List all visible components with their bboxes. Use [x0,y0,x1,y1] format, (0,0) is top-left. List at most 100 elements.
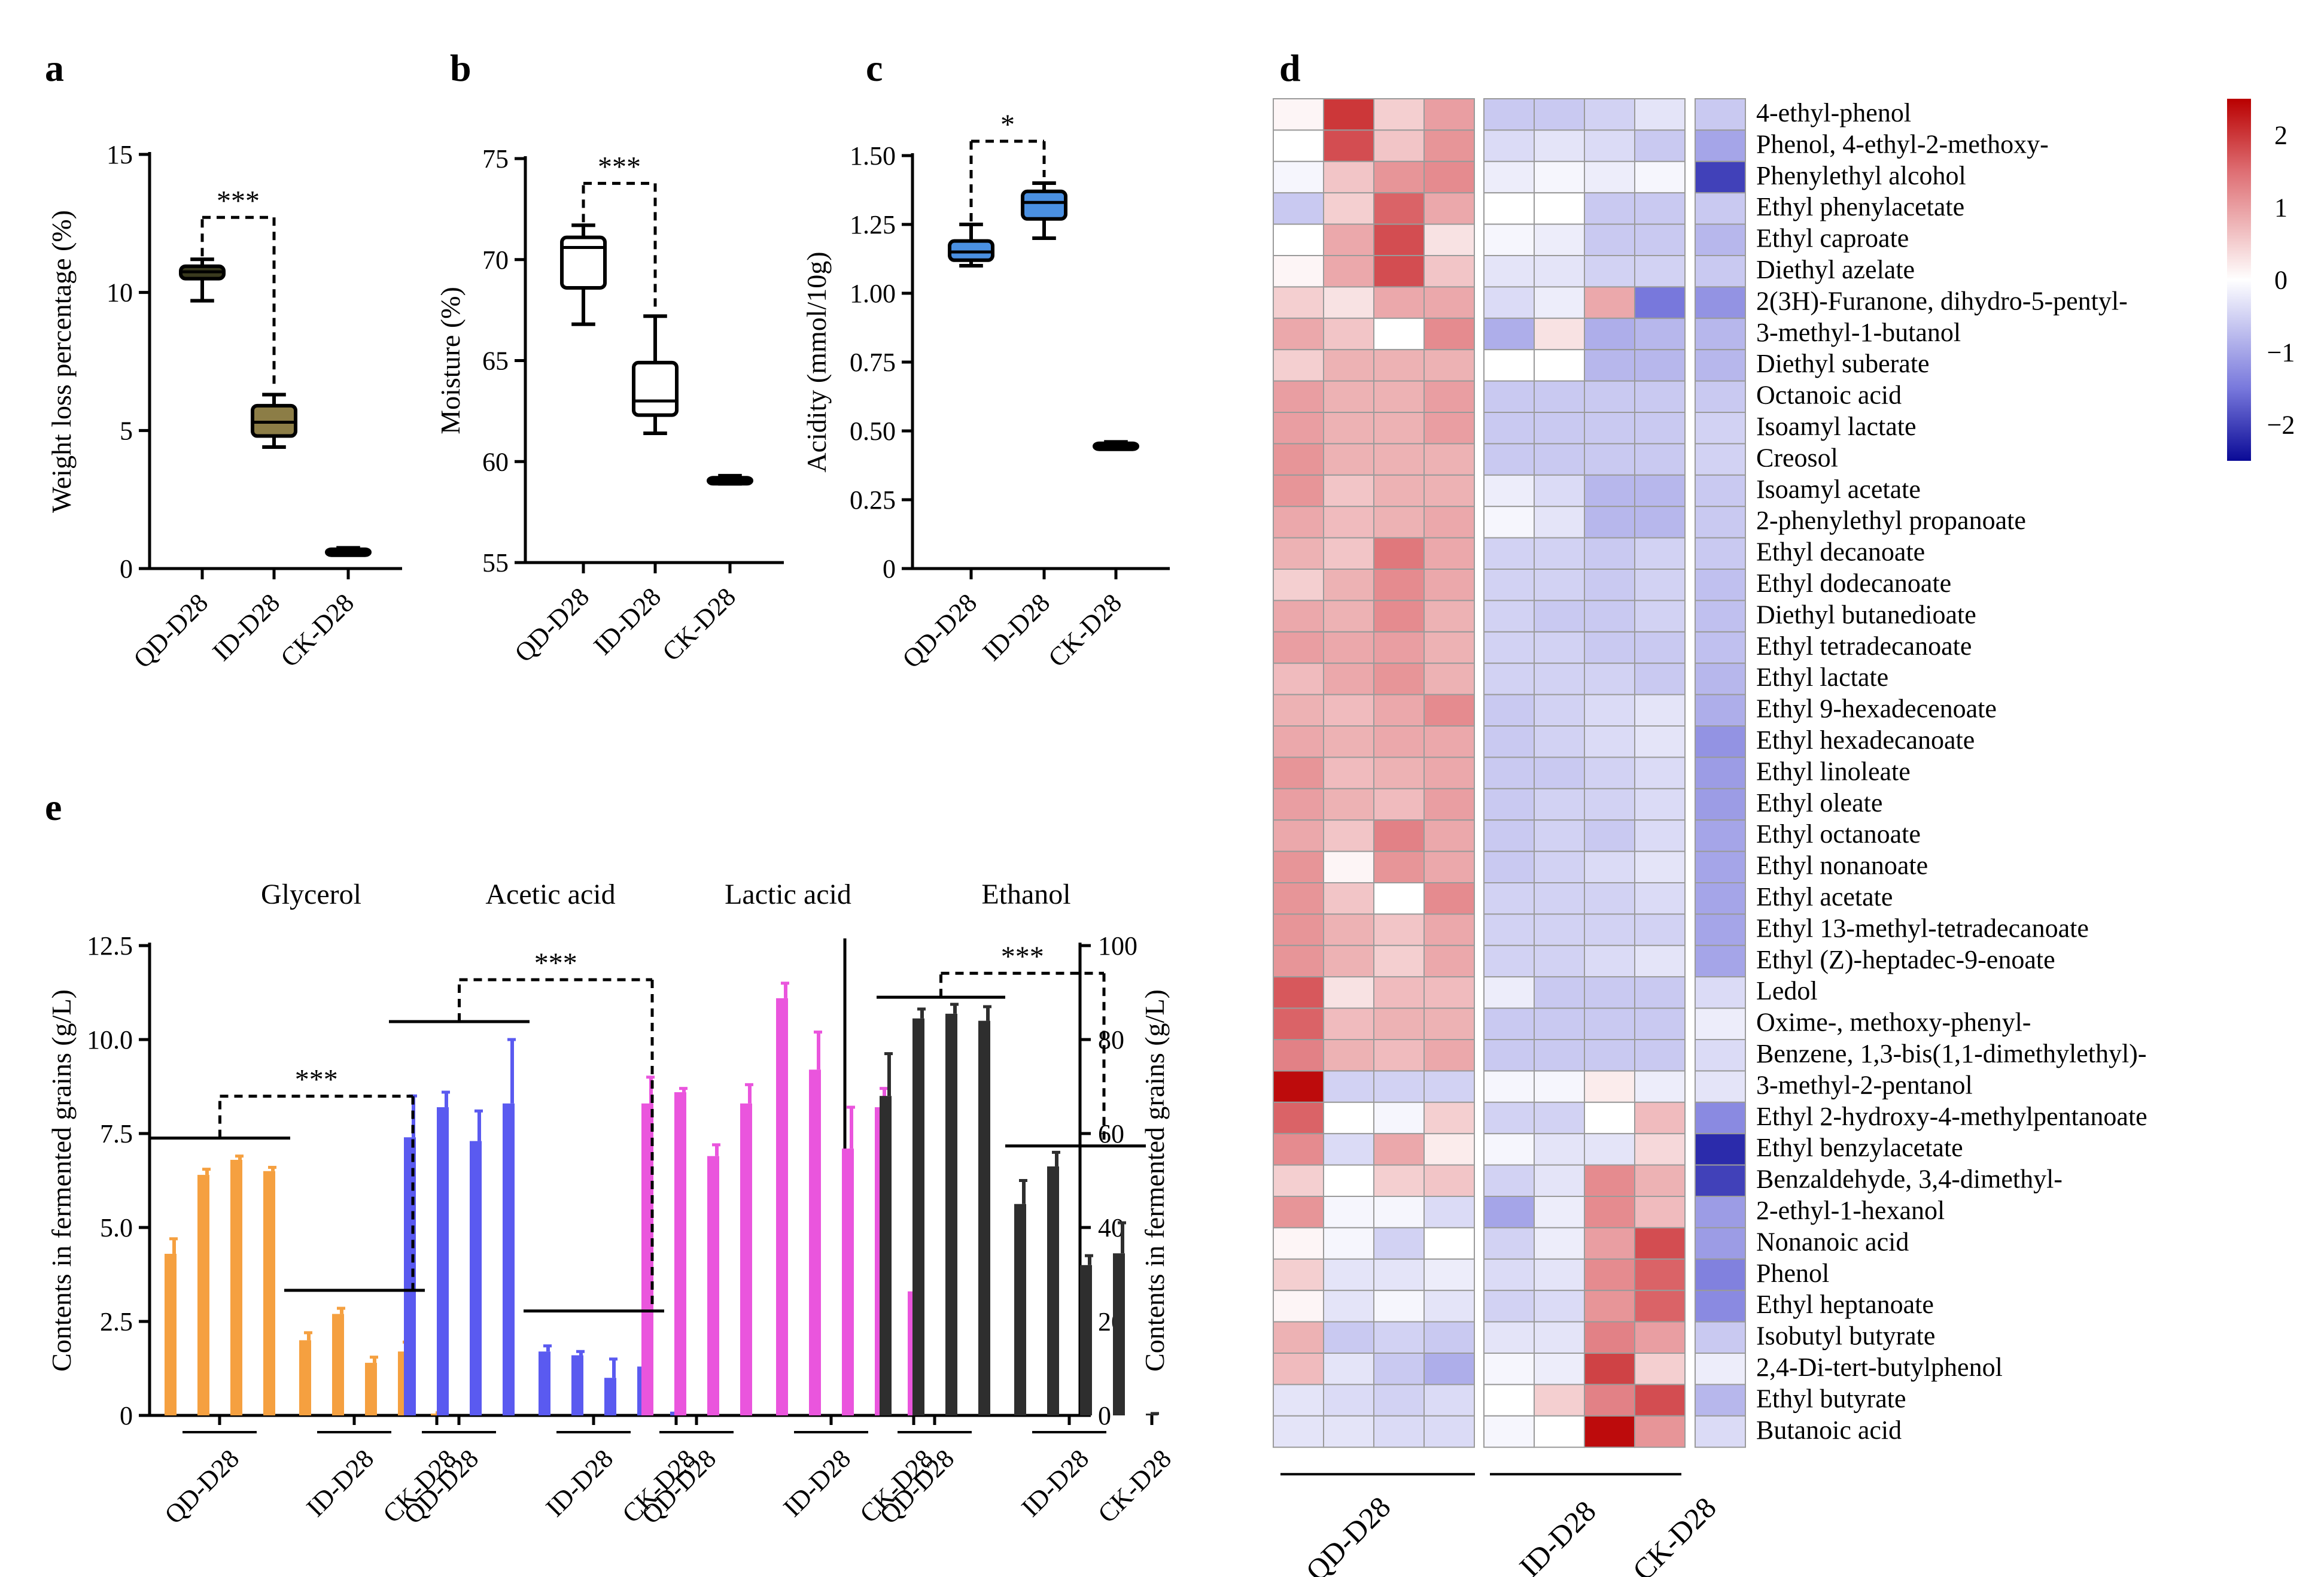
panel-b-y-tick-label: 60 [482,447,509,476]
bar-acetic-acid [437,1107,449,1415]
heatmap-cell [1273,694,1324,727]
heatmap-cell [1534,1227,1585,1260]
panel-e-left-y-tick-label: 10.0 [87,1025,133,1055]
heatmap-cell [1423,756,1475,789]
heatmap-cell [1634,1353,1686,1385]
heatmap-cell [1423,850,1475,883]
heatmap-cell [1534,882,1585,915]
heatmap-cell [1373,1070,1425,1103]
heatmap-cell [1373,223,1425,257]
heatmap-cell [1423,725,1475,758]
heatmap-cell [1695,663,1746,695]
heatmap-cell [1634,537,1686,570]
heatmap-cell [1634,255,1686,288]
heatmap-cell [1273,129,1324,162]
heatmap-cell [1534,1321,1585,1354]
heatmap-cell [1423,443,1475,476]
bar-ethanol [1113,1253,1125,1415]
heatmap-cell [1483,506,1535,539]
panel-b-x-tick-label: CK-D28 [656,582,741,667]
heatmap-cell [1634,98,1686,131]
heatmap-cell [1373,1321,1425,1354]
heatmap-cell [1423,976,1475,1009]
heatmap-cell [1634,913,1686,946]
heatmap-cell [1423,255,1475,288]
heatmap-cell [1534,506,1585,539]
heatmap-row-label: Ethyl nonanoate [1756,851,1928,880]
heatmap-row-label: 2-phenylethyl propanoate [1756,506,2026,535]
heatmap-cell [1423,1415,1475,1448]
heatmap-cell [1423,788,1475,821]
heatmap-cell [1584,160,1635,194]
heatmap-cell [1273,255,1324,288]
box-ID-D28 [1021,189,1067,221]
heatmap-cell [1483,537,1535,570]
heatmap-cell [1584,725,1635,758]
panel-c-x-tick-label: CK-D28 [1042,588,1127,673]
heatmap-cell [1423,537,1475,570]
heatmap-cell [1695,1384,1746,1417]
panel-a-y-tick-label: 15 [107,140,133,169]
heatmap-cell [1483,569,1535,601]
heatmap-cell [1373,756,1425,789]
heatmap-group-label: QD-D28 [1299,1490,1397,1577]
heatmap-cell [1695,913,1746,946]
panel-e-right-y-axis-label: Contents in fermented grains (g/L) [1139,989,1170,1372]
heatmap-cell [1373,1196,1425,1229]
significance-label: *** [598,151,641,183]
heatmap-row-label: Butanoic acid [1756,1415,1902,1445]
heatmap-cell [1483,98,1535,131]
heatmap-cell [1634,286,1686,319]
heatmap-cell [1534,223,1585,257]
heatmap-cell [1373,1039,1425,1072]
bar-glycerol [365,1363,377,1415]
heatmap-cell [1634,976,1686,1009]
heatmap-cell [1695,317,1746,351]
heatmap-cell [1423,1258,1475,1292]
heatmap-cell [1534,1070,1585,1103]
panel-a-x-tick-label: CK-D28 [275,588,360,673]
bar-acetic-acid [404,1137,416,1415]
heatmap-cell [1695,1227,1746,1260]
heatmap-cell [1634,349,1686,382]
heatmap-cell [1273,223,1324,257]
heatmap-cell [1323,412,1374,445]
heatmap-cell [1373,286,1425,319]
heatmap-cell [1423,223,1475,257]
heatmap-cell [1634,756,1686,789]
heatmap-cell [1373,1258,1425,1292]
heatmap-cell [1634,192,1686,225]
heatmap-row-label: Isoamyl acetate [1756,475,1921,504]
panel-b-x-tick-label: QD-D28 [509,582,595,668]
colorbar-tick-label: 2 [2274,121,2288,150]
heatmap-row-label: Diethyl butanedioate [1756,600,1976,629]
heatmap-cell [1584,631,1635,664]
heatmap-cell [1273,1007,1324,1040]
heatmap-cell [1373,631,1425,664]
heatmap-row-label: 2,4-Di-tert-butylphenol [1756,1353,2003,1382]
heatmap-cell [1584,443,1635,476]
heatmap-cell [1695,1070,1746,1103]
heatmap-cell [1695,349,1746,382]
heatmap-cell [1373,600,1425,633]
heatmap-cell [1534,286,1585,319]
heatmap-cell [1323,1384,1374,1417]
heatmap-cell [1373,160,1425,194]
heatmap-cell [1423,286,1475,319]
heatmap-cell [1483,1384,1535,1417]
heatmap-cell [1584,1290,1635,1323]
heatmap-cell [1534,913,1585,946]
heatmap-cell [1273,537,1324,570]
heatmap-cell [1273,819,1324,852]
heatmap-cell [1695,882,1746,915]
heatmap-cell [1534,1007,1585,1040]
heatmap-cell [1695,1133,1746,1166]
heatmap-cell [1373,819,1425,852]
panel-label-e: e [45,786,62,828]
panel-c-y-tick-label: 0.25 [850,485,896,515]
heatmap-cell [1534,944,1585,978]
bar-lactic-acid [842,1148,854,1415]
heatmap-cell [1695,850,1746,883]
heatmap-cell [1584,129,1635,162]
heatmap-cell [1483,380,1535,413]
